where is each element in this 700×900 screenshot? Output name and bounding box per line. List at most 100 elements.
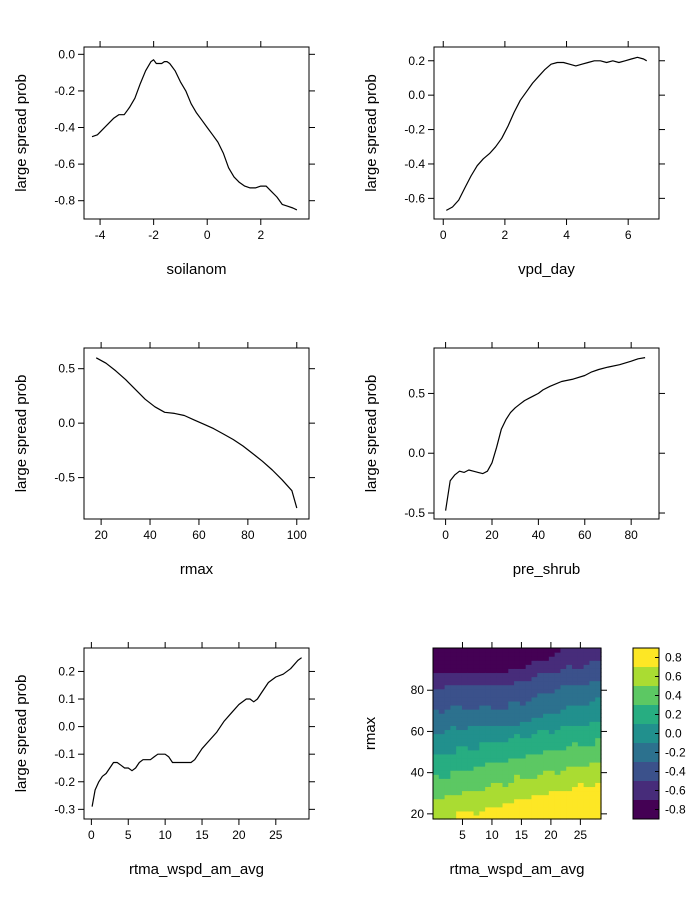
heatmap-cell [514,668,521,674]
heatmap-cell [461,700,469,706]
y-tick-label: 0.1 [58,692,75,706]
y-axis-label: rmax [362,716,379,750]
heatmap-cell [473,656,480,661]
heatmap-cell [543,729,550,735]
heatmap-cell [577,794,585,800]
heatmap-cell [531,656,538,661]
heatmap-cell [554,729,562,735]
heatmap-cell [467,709,475,714]
heatmap-cell [502,700,509,706]
heatmap-cell [461,806,469,812]
heatmap-cell [502,745,509,751]
heatmap-cell [473,729,480,735]
heatmap-cell [525,700,533,706]
heatmap-cell [595,778,602,783]
heatmap-cell [572,749,579,755]
heatmap-cell [548,700,556,706]
y-tick-label: 0.0 [58,720,75,734]
heatmap-cell [479,721,486,726]
heatmap-cell [450,713,457,718]
colorbar: 0.8 0.6 0.4 0.2 0.0 -0.2 -0.4 -0.6 -0.8 [632,647,686,820]
heatmap-cell [595,794,602,800]
heatmap-cell [508,725,515,731]
heatmap-cell [566,676,573,682]
x-axis-label: rmax [180,561,214,578]
heatmap-cell [543,766,550,771]
heatmap-cell [514,741,521,747]
heatmap-cell [589,664,596,669]
heatmap-cell [490,652,498,657]
heatmap-cell [496,672,504,678]
heatmap-cell [456,790,463,796]
heatmap-cell [467,717,475,722]
heatmap-cell [525,814,533,820]
heatmap-cell [583,713,591,718]
heatmap-cell [456,721,463,726]
heatmap-cell [514,725,521,731]
heatmap-cell [583,717,591,722]
heatmap-cell [456,770,463,775]
heatmap-cell [485,680,492,686]
heatmap-cell [433,786,440,792]
plot-frame [433,347,660,520]
heatmap-cell [490,782,498,788]
heatmap-cell [450,656,457,661]
heatmap-cell [496,713,504,718]
heatmap-cell [572,713,579,718]
heatmap-cell [467,798,475,804]
colorbar-swatch [633,667,659,686]
heatmap-cell [467,680,475,686]
heatmap-cell [548,676,556,682]
heatmap-cell [508,729,515,735]
heatmap-cell [548,688,556,694]
heatmap-cell [467,778,475,783]
heatmap-cell [502,762,509,767]
heatmap-cell [560,729,567,735]
heatmap-cell [543,721,550,726]
heatmap-cell [560,749,567,755]
heatmap-cell [543,680,550,686]
heatmap-cell [514,806,521,812]
heatmap-cell [438,741,446,747]
heatmap-cell [461,798,469,804]
x-tick-label: 15 [515,828,529,842]
plot-frame [83,347,310,520]
heatmap-cell [485,652,492,657]
heatmap-cell [531,709,538,714]
heatmap-cell [485,709,492,714]
heatmap-cell [543,660,550,665]
heatmap-cell [473,749,480,755]
heatmap-cell [589,770,596,775]
heatmap-cell [433,668,440,674]
heatmap-cell [543,814,550,820]
heatmap-cell [531,725,538,731]
heatmap-cell [461,762,469,767]
heatmap-cell [490,790,498,796]
heatmap-cell [502,660,509,665]
heatmap-cell [433,676,440,682]
heatmap-cell [485,749,492,755]
heatmap-cell [554,664,562,669]
heatmap-cell [566,786,573,792]
heatmap-cell [456,794,463,800]
heatmap-cell [444,749,451,755]
heatmap-cell [502,806,509,812]
heatmap-cell [519,741,527,747]
heatmap-cell [566,709,573,714]
heatmap-cell [473,757,480,763]
heatmap-cell [566,668,573,674]
heatmap-cell [554,648,562,653]
heatmap-cell [450,753,457,759]
heatmap-cell [572,757,579,763]
heatmap-cell [502,696,509,702]
heatmap-cell [543,794,550,800]
heatmap-cell [583,810,591,816]
heatmap-cell [496,806,504,812]
heatmap-cell [514,737,521,743]
heatmap-cell [560,741,567,747]
heatmap-cell [577,778,585,783]
heatmap-cell [496,766,504,771]
heatmap-cell [433,753,440,759]
heatmap-cell [566,790,573,796]
heatmap-cell [543,668,550,674]
